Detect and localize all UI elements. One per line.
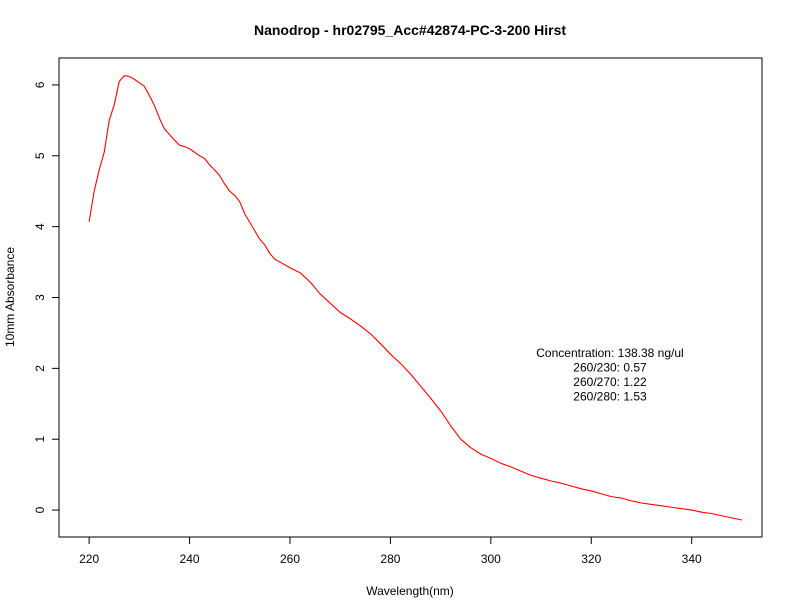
plot-frame	[58, 57, 763, 538]
annotation-line: 260/280: 1.53	[573, 390, 647, 404]
x-tick-label: 320	[581, 552, 601, 566]
y-tick-label: 1	[33, 436, 47, 443]
x-tick-label: 260	[280, 552, 300, 566]
y-tick-label: 6	[33, 81, 47, 88]
x-tick-label: 240	[180, 552, 200, 566]
y-tick-label: 5	[33, 152, 47, 159]
y-tick-label: 2	[33, 365, 47, 372]
y-tick-label: 3	[33, 294, 47, 301]
y-axis-label: 10mm Absorbance	[3, 247, 17, 347]
x-tick-label: 340	[682, 552, 702, 566]
absorbance-series-line	[88, 75, 743, 521]
y-axis: 0 1 2 3 4 5 6	[33, 81, 59, 513]
annotation-line: 260/230: 0.57	[573, 361, 647, 375]
series-group	[88, 75, 743, 521]
chart-title: Nanodrop - hr02795_Acc#42874-PC-3-200 Hi…	[254, 22, 566, 38]
x-tick-label: 280	[380, 552, 400, 566]
annotation-line: 260/270: 1.22	[573, 375, 647, 389]
x-tick-label: 220	[79, 552, 99, 566]
y-tick-label: 4	[33, 223, 47, 230]
x-axis: 220 240 260 280 300 320 340	[79, 536, 702, 566]
y-tick-label: 0	[33, 506, 47, 513]
x-tick-label: 300	[481, 552, 501, 566]
annotation-line: Concentration: 138.38 ng/ul	[536, 346, 683, 360]
x-axis-label: Wavelength(nm)	[366, 584, 454, 598]
